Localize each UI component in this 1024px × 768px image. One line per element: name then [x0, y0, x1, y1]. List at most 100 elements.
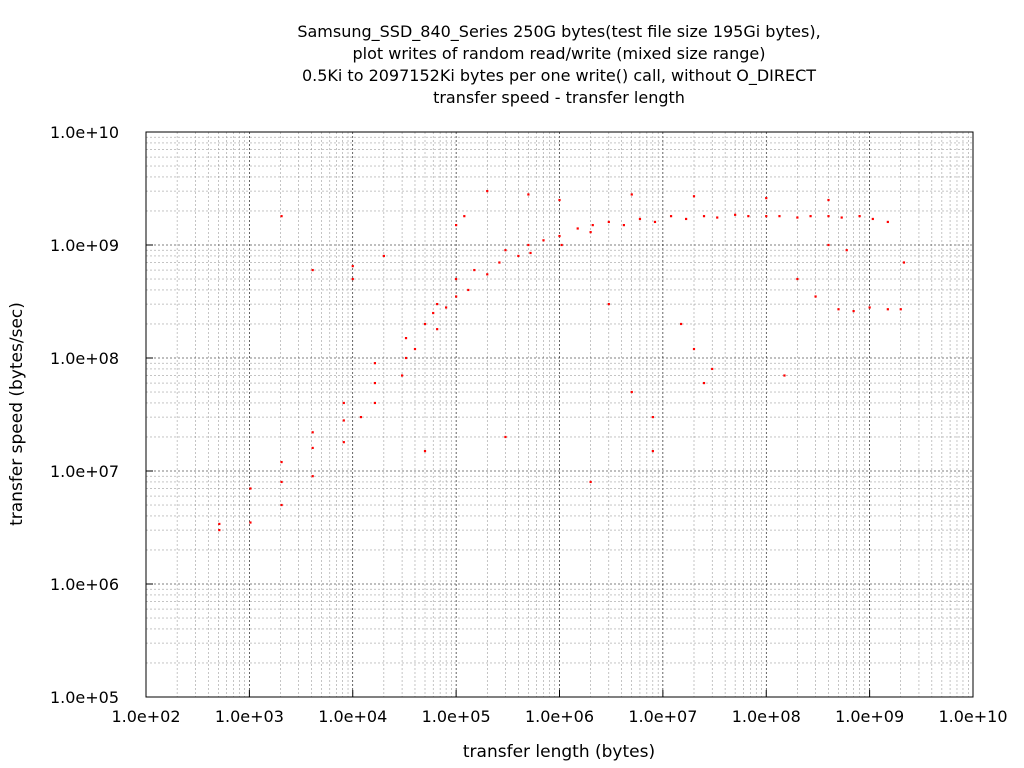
data-point: [359, 415, 363, 419]
data-point: [436, 302, 439, 306]
data-point: [373, 401, 377, 405]
data-point: [498, 261, 501, 264]
y-tick-label: 1.0e+10: [50, 123, 119, 142]
data-point: [845, 249, 848, 252]
data-point: [529, 251, 532, 255]
data-point: [765, 197, 768, 200]
data-point: [630, 193, 633, 196]
y-axis-label: transfer speed (bytes/sec): [7, 302, 27, 526]
data-point: [311, 475, 314, 478]
data-point: [455, 277, 458, 281]
data-point: [436, 328, 439, 331]
data-point: [527, 243, 530, 247]
data-point: [716, 216, 719, 219]
data-point: [886, 220, 889, 224]
data-point: [685, 217, 688, 221]
title-line-3: 0.5Ki to 2097152Ki bytes per one write()…: [302, 66, 816, 86]
data-point: [651, 450, 654, 453]
title-line-1: Samsung_SSD_840_Series 250G bytes(test f…: [297, 22, 820, 42]
data-point: [373, 381, 377, 385]
data-point: [445, 306, 448, 309]
data-point: [591, 224, 594, 227]
data-point: [711, 367, 714, 371]
x-tick-label: 1.0e+09: [835, 707, 904, 726]
title-line-4: transfer speed - transfer length: [433, 88, 685, 107]
data-point: [280, 480, 283, 484]
data-point: [542, 239, 545, 242]
data-point: [527, 193, 530, 196]
data-point: [311, 268, 314, 272]
data-point: [589, 480, 592, 484]
y-tick-label: 1.0e+08: [50, 349, 119, 368]
data-point: [280, 215, 283, 218]
data-point: [871, 217, 874, 221]
data-point: [651, 415, 654, 419]
data-point: [400, 374, 404, 377]
data-point: [702, 215, 706, 218]
data-point: [413, 347, 417, 351]
data-point: [517, 254, 520, 258]
x-tick-label: 1.0e+10: [938, 707, 1007, 726]
data-point: [432, 311, 435, 315]
data-point: [589, 231, 592, 234]
data-point: [423, 450, 427, 453]
data-point: [868, 306, 871, 309]
data-point: [249, 521, 252, 524]
data-point: [467, 288, 470, 292]
data-point: [747, 215, 750, 218]
data-point: [827, 215, 830, 218]
data-point: [463, 215, 466, 218]
data-point: [404, 337, 408, 340]
chart-title: Samsung_SSD_840_Series 250G bytes(test f…: [297, 22, 820, 107]
x-tick-label: 1.0e+06: [525, 707, 594, 726]
x-tick-label: 1.0e+03: [215, 707, 284, 726]
x-tick-label: 1.0e+02: [111, 707, 180, 726]
data-point: [840, 216, 843, 219]
title-line-2: plot writes of random read/write (mixed …: [353, 44, 766, 63]
y-tick-label: 1.0e+05: [50, 688, 119, 707]
data-point: [653, 220, 657, 224]
data-point: [404, 356, 408, 360]
data-point: [796, 277, 799, 281]
x-tick-label: 1.0e+07: [628, 707, 697, 726]
data-point: [473, 268, 476, 272]
data-point: [638, 217, 642, 221]
data-point: [607, 220, 610, 224]
data-point: [342, 441, 345, 444]
data-point: [827, 198, 830, 202]
data-point: [734, 213, 737, 216]
data-point: [218, 522, 221, 526]
data-point: [858, 215, 861, 218]
data-point: [455, 224, 458, 227]
x-tick-label: 1.0e+05: [422, 707, 491, 726]
data-point: [622, 224, 625, 227]
data-point: [558, 198, 561, 202]
data-point: [382, 254, 385, 258]
data-point: [692, 195, 696, 198]
data-point: [669, 215, 673, 218]
y-tick-label: 1.0e+07: [50, 462, 119, 481]
data-points: [218, 189, 906, 532]
data-point: [576, 227, 579, 230]
data-point: [778, 215, 781, 218]
data-point: [796, 216, 799, 219]
data-point: [351, 265, 354, 268]
data-point: [630, 390, 633, 394]
y-axis-ticks: 1.0e+10 1.0e+09 1.0e+08 1.0e+07 1.0e+06 1.0e+…: [50, 123, 153, 707]
data-point: [679, 322, 683, 326]
data-point: [560, 243, 563, 247]
data-point: [342, 401, 345, 405]
data-point: [902, 261, 906, 264]
data-point: [280, 460, 283, 464]
data-point: [504, 249, 507, 252]
x-tick-label: 1.0e+04: [318, 707, 387, 726]
data-point: [504, 435, 507, 439]
data-point: [311, 431, 314, 434]
data-point: [852, 310, 855, 313]
y-tick-label: 1.0e+06: [50, 575, 119, 594]
data-point: [814, 295, 817, 298]
data-point: [809, 215, 812, 218]
x-tick-label: 1.0e+08: [732, 707, 801, 726]
data-point: [837, 308, 840, 311]
data-point: [351, 277, 354, 281]
